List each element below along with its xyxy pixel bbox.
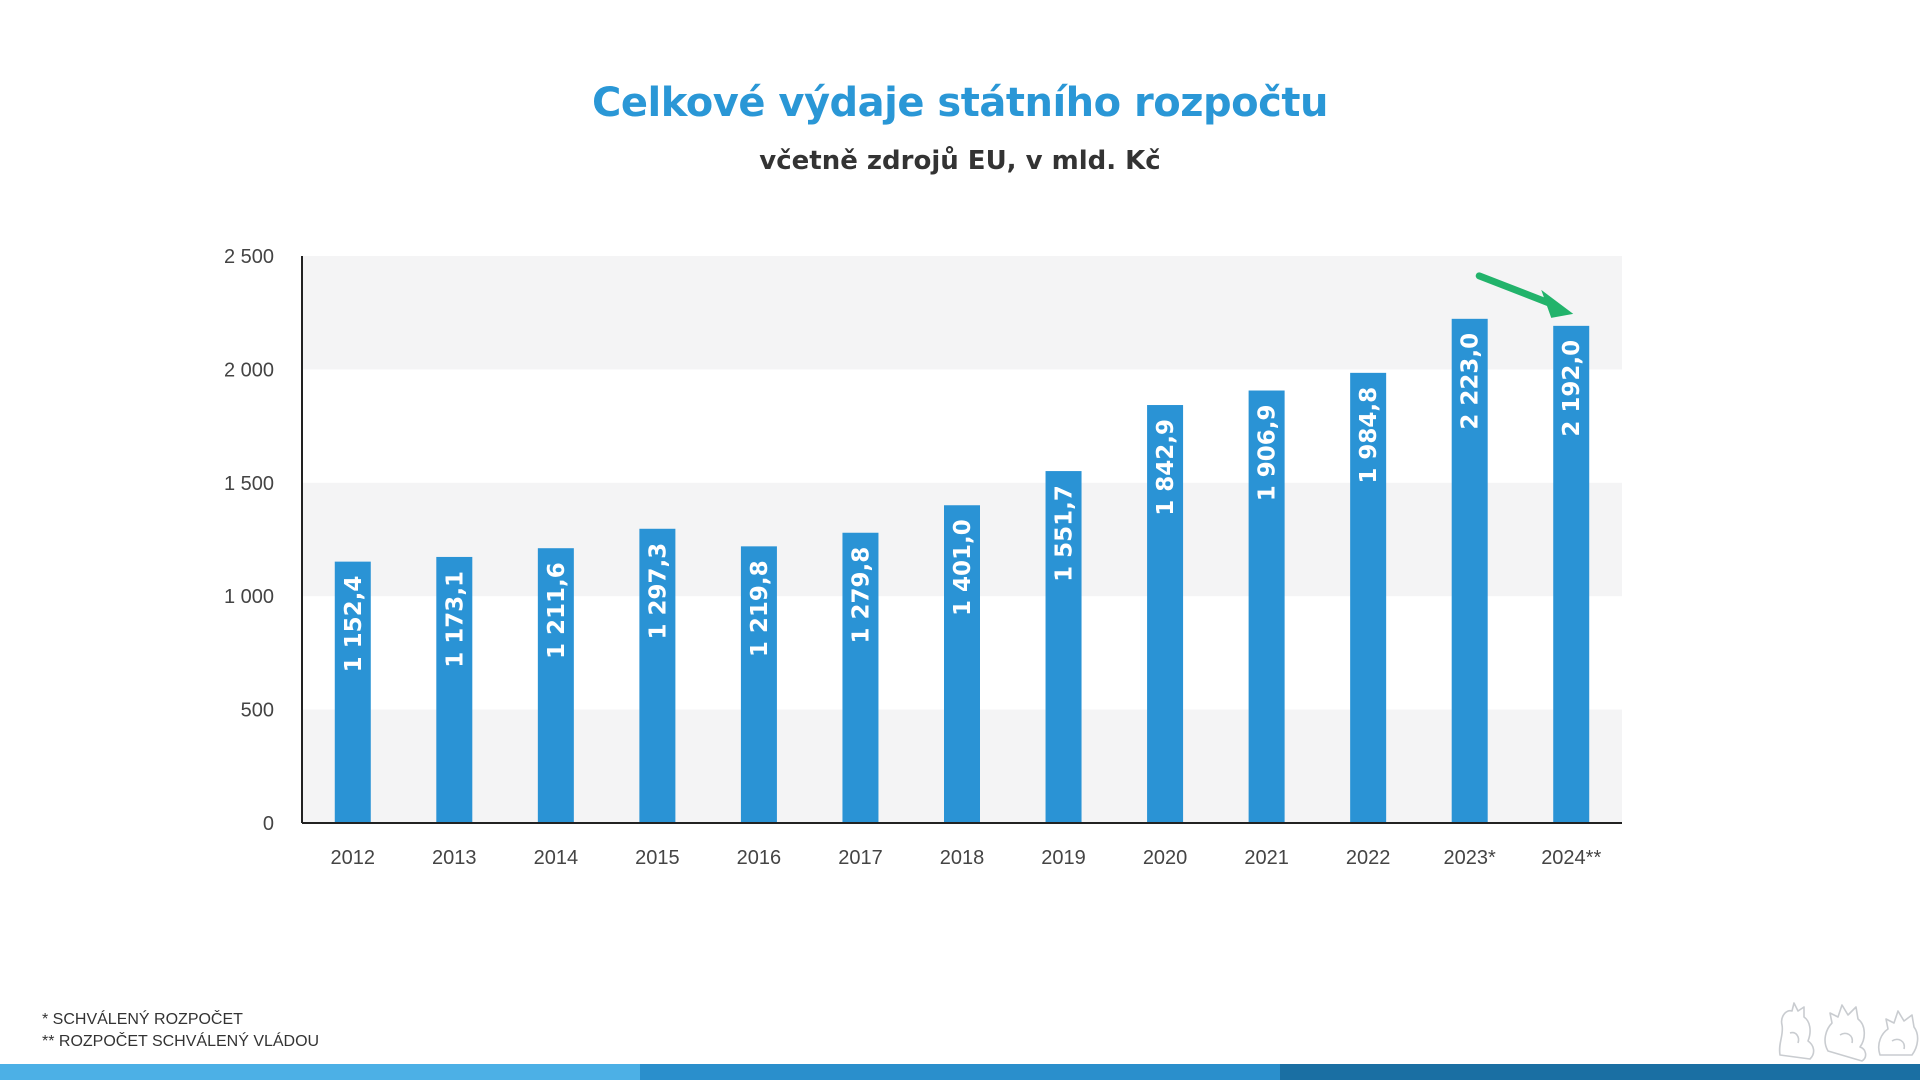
y-tick-label: 1 500 [224,473,274,495]
x-tick-label: 2017 [838,847,883,869]
y-tick-label: 0 [263,813,274,835]
y-tick-label: 1 000 [224,586,274,608]
bar-value-label: 2 223,0 [1458,333,1484,430]
stripe-segment-dark [1280,1064,1920,1080]
bar-value-label: 1 842,9 [1153,419,1179,516]
bar-value-label: 1 211,6 [544,562,570,659]
x-tick-label: 2013 [432,847,477,869]
x-tick-label: 2018 [940,847,985,869]
bar [1147,405,1184,823]
bar-value-label: 1 152,4 [341,576,367,673]
x-tick-label: 2022 [1346,847,1391,869]
bar [639,528,676,823]
bar-value-label: 2 192,0 [1559,340,1585,437]
footnote-approved-budget: * SCHVÁLENÝ ROZPOČET [42,1011,243,1028]
bar [1045,471,1082,823]
x-tick-label: 2014 [534,847,579,869]
chart-title: Celkové výdaje státního rozpočtu [592,80,1328,126]
grid-band [302,256,1622,370]
bar-value-label: 1 219,8 [747,560,773,657]
bar-value-label: 1 297,3 [645,543,671,640]
bar [436,556,473,823]
y-tick-label: 2 500 [224,246,274,268]
x-tick-label: 2024** [1541,847,1601,869]
bar-value-label: 1 984,8 [1356,387,1382,484]
stripe-segment-medium [640,1064,1280,1080]
bottom-color-stripe [0,1064,1920,1080]
bar [842,532,879,823]
x-tick-label: 2012 [331,847,376,869]
x-tick-label: 2015 [635,847,680,869]
bar [944,505,980,823]
bar [1350,372,1387,823]
bar [1451,318,1488,823]
bar [1553,325,1590,823]
y-tick-label: 500 [241,700,274,722]
footnotes: * SCHVÁLENÝ ROZPOČET ** ROZPOČET SCHVÁLE… [42,1009,319,1053]
x-tick-label: 2020 [1143,847,1188,869]
bar [334,561,371,823]
state-emblem-icon [1778,1002,1919,1062]
footnote-government-budget: ** ROZPOČET SCHVÁLENÝ VLÁDOU [42,1033,320,1050]
y-tick-label: 2 000 [224,359,274,381]
bar-value-label: 1 173,1 [442,571,468,668]
bar [740,546,777,823]
bar-value-label: 1 551,7 [1052,485,1078,582]
bar-value-label: 1 906,9 [1255,405,1281,502]
stripe-segment-light [0,1064,640,1080]
x-tick-label: 2023* [1444,847,1496,869]
bar [1248,390,1285,823]
trend-arrow-icon [1475,272,1574,318]
chart-subtitle: včetně zdrojů EU, v mld. Kč [759,146,1161,176]
bar-value-label: 1 401,0 [950,519,976,616]
bar-value-label: 1 279,8 [848,547,874,644]
x-tick-label: 2021 [1244,847,1289,869]
x-tick-label: 2016 [737,847,782,869]
x-tick-label: 2019 [1041,847,1086,869]
bar [537,548,574,823]
